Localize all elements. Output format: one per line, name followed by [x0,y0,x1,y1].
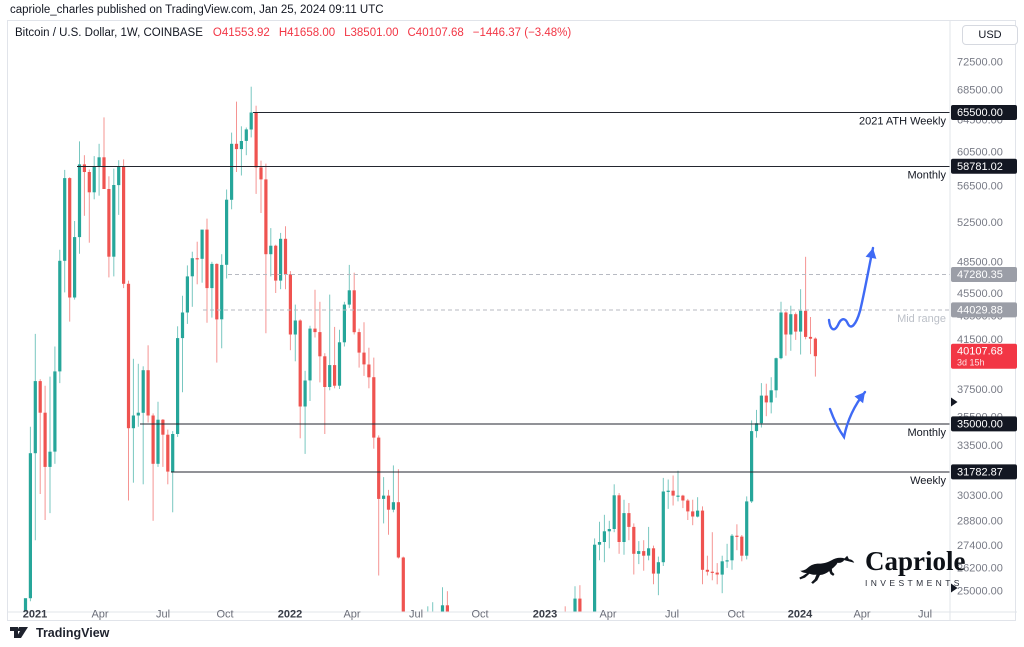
svg-text:2023: 2023 [533,609,557,621]
pane-separators [7,20,1017,621]
symbol-description: Bitcoin / U.S. Dollar, 1W, COINBASE [15,27,203,39]
svg-text:Weekly: Weekly [910,475,946,487]
svg-text:25000.00: 25000.00 [957,586,1003,598]
svg-text:Apr: Apr [343,609,360,621]
capriole-horse-icon [799,555,855,584]
time-axis[interactable]: 2021 Apr Jul Oct 2022 Apr Jul Oct 2023 Apr Jul Oct 2… [23,609,932,621]
svg-text:35000.00: 35000.00 [957,418,1003,430]
svg-text:27400.00: 27400.00 [957,540,1003,552]
svg-text:45500.00: 45500.00 [957,288,1003,300]
capriole-wordmark: Capriole INVESTMENTS [865,546,966,589]
svg-text:Monthly: Monthly [907,169,946,181]
svg-text:Jul: Jul [665,609,679,621]
symbol-info-bar[interactable]: Bitcoin / U.S. Dollar, 1W, COINBASE O4155… [15,27,571,39]
svg-text:28800.00: 28800.00 [957,515,1003,527]
svg-text:2022: 2022 [278,609,302,621]
svg-text:60500.00: 60500.00 [957,146,1003,158]
svg-text:40107.68: 40107.68 [957,346,1003,358]
svg-text:47280.35: 47280.35 [957,269,1003,281]
capriole-watermark: Capriole INVESTMENTS [798,547,966,589]
svg-text:26200.00: 26200.00 [957,562,1003,574]
capriole-subtitle: INVESTMENTS [865,578,963,588]
svg-text:3d 15h: 3d 15h [957,358,985,368]
svg-text:58781.02: 58781.02 [957,161,1003,173]
svg-text:48500.00: 48500.00 [957,256,1003,268]
svg-text:2021: 2021 [23,609,47,621]
svg-text:56500.00: 56500.00 [957,180,1003,192]
arrow-drawings[interactable] [827,246,877,440]
svg-text:65500.00: 65500.00 [957,107,1003,119]
svg-text:31782.87: 31782.87 [957,466,1003,478]
svg-text:37500.00: 37500.00 [957,384,1003,396]
svg-text:33500.00: 33500.00 [957,440,1003,452]
svg-text:Mid range: Mid range [897,313,946,325]
svg-text:Apr: Apr [853,609,870,621]
attribution-text: capriole_charles published on TradingVie… [10,4,384,16]
svg-text:68500.00: 68500.00 [957,85,1003,97]
svg-text:41500.00: 41500.00 [957,334,1003,346]
svg-text:Monthly: Monthly [907,427,946,439]
chart-frame [7,20,1016,621]
svg-text:2021 ATH Weekly: 2021 ATH Weekly [859,116,947,128]
price-axis[interactable]: 72500.0068500.0064500.0060500.0056500.00… [957,57,1003,598]
tradingview-logo-text: TradingView [36,626,110,640]
ohlc-high: H41658.00 [278,27,336,39]
tradingview-logo-icon [10,627,28,638]
price-axis-badges: 65500.00 58781.02 47280.35 44029.88 40107.68… [951,105,1017,593]
capriole-title: Capriole [865,546,966,576]
svg-text:30300.00: 30300.00 [957,490,1003,502]
change-text: −1446.37 (−3.48%) [472,27,572,39]
ohlc-low: L38501.00 [344,27,399,39]
svg-text:Apr: Apr [91,609,108,621]
tradingview-footer-link[interactable]: TradingView [10,626,109,640]
svg-text:Jul: Jul [409,609,423,621]
svg-text:2024: 2024 [788,609,813,621]
svg-text:Jul: Jul [918,609,932,621]
svg-text:72500.00: 72500.00 [957,57,1003,69]
candlestick-series [23,86,817,612]
svg-text:44029.88: 44029.88 [957,304,1003,316]
ohlc-close: C40107.68 [407,27,464,39]
ohlc-open: O41553.92 [212,27,270,39]
svg-text:Oct: Oct [216,609,233,621]
svg-text:Oct: Oct [471,609,488,621]
currency-toggle-button[interactable]: USD [962,25,1018,45]
svg-text:Oct: Oct [727,609,744,621]
svg-text:52500.00: 52500.00 [957,217,1003,229]
horizontal-line-drawings[interactable]: 2021 ATH Weekly Monthly Mid range Monthly We… [77,112,950,487]
svg-text:Jul: Jul [156,609,170,621]
svg-text:Apr: Apr [599,609,616,621]
